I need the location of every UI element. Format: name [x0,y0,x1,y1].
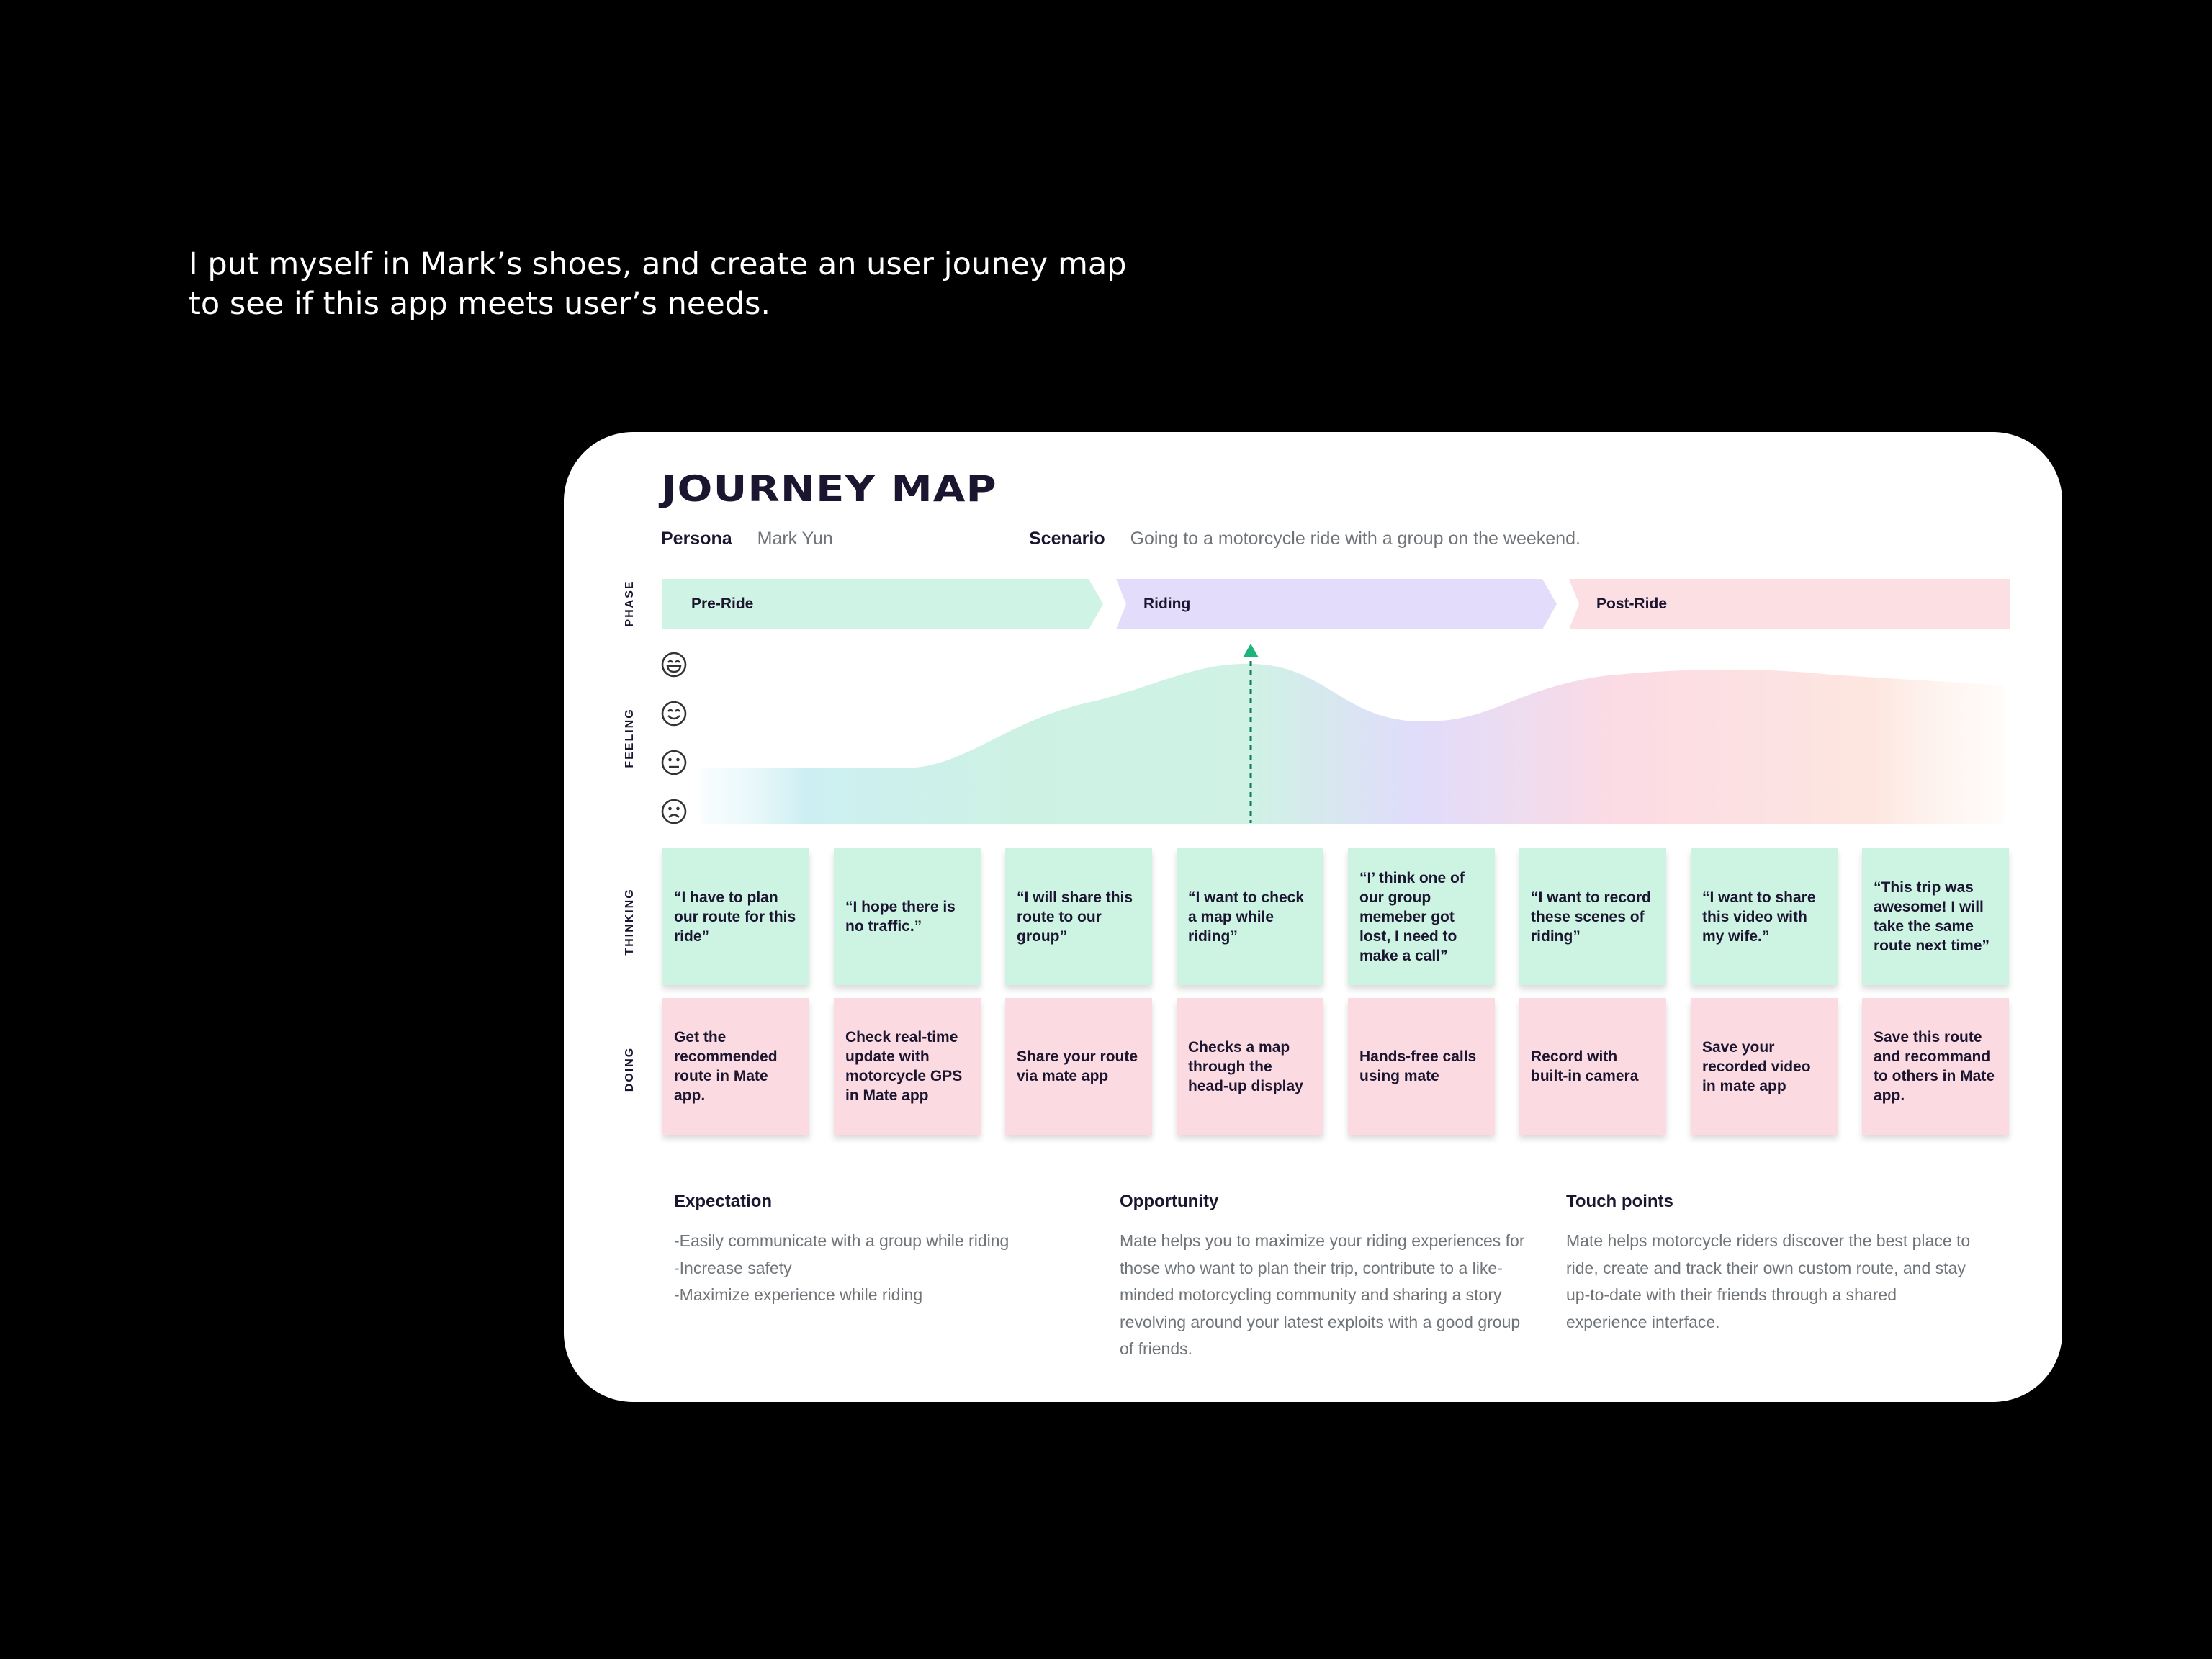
thinking-note: “I want to share this video with my wife… [1691,848,1838,985]
thinking-note-text: “I will share this route to our group” [1017,889,1133,945]
feeling-curve-chart [701,644,2004,824]
expectation-item: -Maximize experience while riding [674,1285,923,1304]
phase-post-ride-label: Post-Ride [1596,595,1668,612]
happy-face-icon [661,701,687,727]
doing-note-text: Save your recorded video in mate app [1702,1038,1811,1094]
persona-value: Mark Yun [757,529,833,549]
thinking-note-text: “I want to check a map while riding” [1188,889,1305,945]
opportunity-section: Opportunity Mate helps you to maximize y… [1120,1192,1537,1363]
thinking-note: “I’ think one of our group memeber got l… [1348,848,1495,985]
feeling-area [701,663,2004,824]
phase-riding: Riding [1116,579,1557,629]
doing-note-text: Hands-free calls using mate [1359,1048,1477,1084]
intro-line-2: to see if this app meets user’s needs. [189,286,771,322]
doing-note: Save your recorded video in mate app [1691,998,1838,1135]
doing-row-label-text: DOING [624,1046,636,1092]
doing-note-text: Share your route via mate app [1017,1048,1138,1084]
phase-pre-ride-label: Pre-Ride [691,595,754,612]
doing-note-text: Record with built-in camera [1531,1048,1639,1084]
peak-arrow-icon [1243,644,1259,657]
thinking-note-text: “I have to plan our route for this ride” [674,889,796,945]
thinking-note-text: “This trip was awesome! I will take the … [1874,879,1990,954]
thinking-note: “I want to record these scenes of riding… [1519,848,1666,985]
doing-note: Get the recommended route in Mate app. [662,998,809,1135]
doing-note: Save this route and recommand to others … [1862,998,2009,1135]
thinking-row-label-text: THINKING [624,888,636,956]
persona-meta: Persona Mark Yun [661,529,833,549]
thinking-note: “I hope there is no traffic.” [834,848,981,985]
phase-post-ride: Post-Ride [1569,579,2010,629]
phase-pre-ride: Pre-Ride [662,579,1103,629]
journey-map-title: JOURNEY MAP [661,468,997,510]
scenario-value: Going to a motorcycle ride with a group … [1130,529,1581,549]
expectation-item: -Easily communicate with a group while r… [674,1231,1010,1250]
thinking-note: “This trip was awesome! I will take the … [1862,848,2009,985]
scenario-label: Scenario [1029,529,1105,549]
doing-note: Check real-time update with motorcycle G… [834,998,981,1135]
intro-line-1: I put myself in Mark’s shoes, and create… [189,246,1127,282]
doing-note-text: Checks a map through the head-up display [1188,1038,1303,1094]
intro-heading: I put myself in Mark’s shoes, and create… [189,245,1269,324]
touch-points-section: Touch points Mate helps motorcycle rider… [1566,1192,1977,1336]
thinking-note: “I will share this route to our group” [1005,848,1152,985]
doing-note: Record with built-in camera [1519,998,1666,1135]
very-happy-face-icon [661,652,687,678]
sad-face-icon [661,799,687,824]
opportunity-text: Mate helps you to maximize your riding e… [1120,1231,1525,1358]
doing-note-text: Get the recommended route in Mate app. [674,1029,778,1104]
touch-points-title: Touch points [1566,1192,1673,1211]
neutral-face-icon [661,750,687,775]
doing-note: Share your route via mate app [1005,998,1152,1135]
persona-label: Persona [661,529,732,549]
doing-note-text: Save this route and recommand to others … [1874,1029,1995,1104]
opportunity-title: Opportunity [1120,1192,1219,1211]
scenario-meta: Scenario Going to a motorcycle ride with… [1029,529,1581,549]
touch-points-text: Mate helps motorcycle riders discover th… [1566,1231,1971,1331]
doing-note: Hands-free calls using mate [1348,998,1495,1135]
thinking-note-text: “I hope there is no traffic.” [845,899,956,935]
expectation-section: Expectation -Easily communicate with a g… [674,1192,1092,1309]
thinking-note-text: “I’ think one of our group memeber got l… [1359,869,1465,964]
phase-riding-label: Riding [1143,595,1191,612]
doing-note: Checks a map through the head-up display [1177,998,1323,1135]
doing-note-text: Check real-time update with motorcycle G… [845,1029,963,1104]
expectation-item: -Increase safety [674,1258,792,1277]
journey-map-card: JOURNEY MAP Persona Mark Yun Scenario Go… [564,432,2062,1402]
thinking-note-text: “I want to record these scenes of riding… [1531,889,1651,945]
expectation-list: -Easily communicate with a group while r… [674,1228,1092,1309]
thinking-note: “I want to check a map while riding” [1177,848,1323,985]
expectation-title: Expectation [674,1192,773,1211]
thinking-note-text: “I want to share this video with my wife… [1702,889,1816,945]
thinking-note: “I have to plan our route for this ride” [662,848,809,985]
